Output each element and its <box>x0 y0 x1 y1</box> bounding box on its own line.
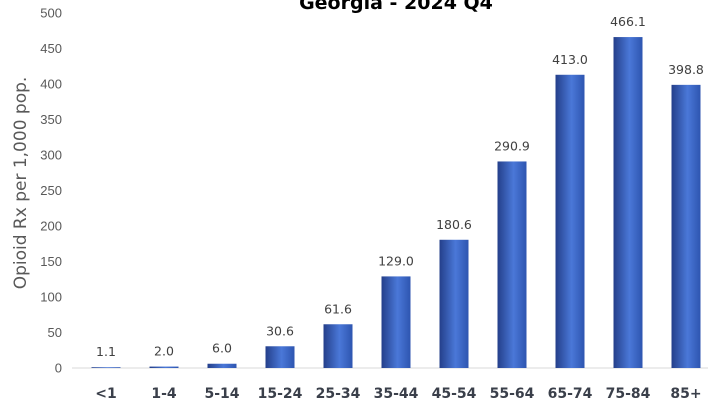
data-label: 290.9 <box>494 138 530 153</box>
y-axis-label: Opioid Rx per 1,000 pop. <box>11 77 31 290</box>
y-tick-label: 300 <box>40 148 62 163</box>
data-label: 61.6 <box>324 301 352 316</box>
x-tick-label: 1-4 <box>151 386 177 402</box>
data-label: 180.6 <box>436 217 472 232</box>
x-tick-label: <1 <box>95 386 116 402</box>
data-label: 466.1 <box>610 14 646 29</box>
bar-65-74 <box>555 74 585 369</box>
x-tick-label: 65-74 <box>548 386 593 402</box>
y-tick-label: 500 <box>40 6 62 21</box>
x-tick-label: 55-64 <box>490 386 535 402</box>
y-tick-label: 150 <box>40 254 62 269</box>
y-tick-label: 250 <box>40 183 62 198</box>
x-tick-label: 45-54 <box>432 386 477 402</box>
bar-<1 <box>91 367 121 368</box>
y-tick-label: 400 <box>40 77 62 92</box>
data-label: 6.0 <box>212 341 232 356</box>
x-tick-label: 75-84 <box>606 386 651 402</box>
x-tick-label: 5-14 <box>204 386 239 402</box>
x-tick-label: 85+ <box>670 386 701 402</box>
data-label: 2.0 <box>154 344 174 359</box>
x-tick-label: 35-44 <box>374 386 419 402</box>
bar-55-64 <box>497 161 527 368</box>
bars <box>91 37 701 369</box>
data-labels: 1.1 2.0 6.0 30.6 61.6 129.0 180.6 290.9 413.0 466… <box>96 14 704 359</box>
bar-35-44 <box>381 276 411 368</box>
y-tick-label: 100 <box>40 290 62 305</box>
y-tick-label: 350 <box>40 112 62 127</box>
data-label: 30.6 <box>266 323 294 338</box>
y-tick-label: 50 <box>48 325 62 340</box>
chart-title: Georgia - 2024 Q4 <box>299 0 493 14</box>
x-tick-label: 15-24 <box>258 386 303 402</box>
x-ticks: <1 1-4 5-14 15-24 25-34 35-44 45-54 55-64 65-74 7… <box>95 386 701 402</box>
y-ticks: 0 50 100 150 200 250 300 350 400 450 500 <box>40 6 62 376</box>
data-label: 1.1 <box>96 344 116 359</box>
bar-1-4 <box>149 366 179 368</box>
data-label: 129.0 <box>378 253 414 268</box>
x-tick-label: 25-34 <box>316 386 361 402</box>
bar-45-54 <box>439 239 469 368</box>
bar-75-84 <box>613 37 643 368</box>
bar-25-34 <box>323 324 353 368</box>
y-tick-label: 200 <box>40 219 62 234</box>
bar-85+ <box>671 84 701 369</box>
data-label: 398.8 <box>668 62 704 77</box>
data-label: 413.0 <box>552 52 588 67</box>
y-tick-label: 450 <box>40 41 62 56</box>
y-tick-label: 0 <box>55 361 62 376</box>
bar-15-24 <box>265 346 295 368</box>
bar-5-14 <box>207 363 237 368</box>
